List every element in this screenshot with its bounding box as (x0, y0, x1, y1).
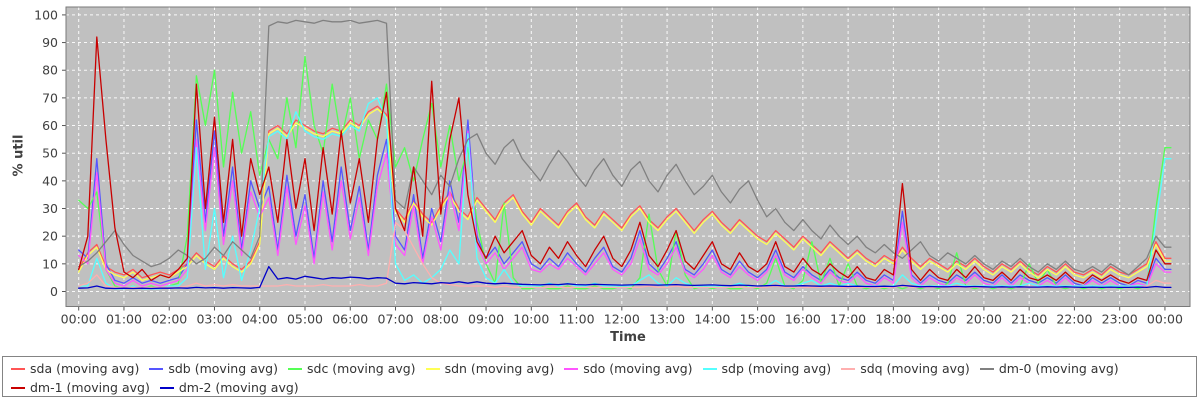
series-line-sdn (78, 108, 1172, 282)
x-tick-label-24: 00:00 (1147, 312, 1183, 327)
x-tick-label-14: 14:00 (694, 312, 730, 327)
series-line-dm-0 (78, 19, 1172, 276)
legend-label-sdb: sdb (moving avg) (168, 361, 278, 376)
series-line-dm-2 (78, 265, 1172, 290)
legend-swatch-sdo (564, 367, 579, 370)
x-tick-label-8: 08:00 (423, 312, 459, 327)
y-tick-label-0: 0 (50, 284, 58, 299)
x-tick-label-7: 07:00 (378, 312, 414, 327)
legend-swatch-sdp (702, 367, 717, 370)
plot-border (65, 6, 1191, 307)
y-tick-label-40: 40 (42, 173, 58, 188)
x-tick-label-18: 18:00 (875, 312, 911, 327)
x-tick-label-9: 09:00 (468, 312, 504, 327)
legend-swatch-dm-1 (11, 386, 25, 389)
legend-item-sdc: sdc (moving avg) (288, 359, 416, 378)
legend-swatch-dm-2 (159, 386, 174, 389)
x-tick-label-4: 04:00 (242, 312, 278, 327)
legend-item-dm-0: dm-0 (moving avg) (979, 359, 1119, 378)
x-tick-label-23: 23:00 (1102, 312, 1138, 327)
legend-swatch-sdb (149, 367, 164, 370)
legend-item-sdo: sdo (moving avg) (564, 359, 693, 378)
legend-label-sdc: sdc (moving avg) (307, 361, 416, 376)
plot-canvas: 0 10 20 30 40 50 60 70 80 90 100 00:00 01:00 02:00 03:… (34, 6, 1191, 327)
legend-item-sda: sda (moving avg) (11, 359, 139, 378)
y-tick-label-20: 20 (42, 229, 58, 244)
legend: sda (moving avg) sdb (moving avg) sdc (mov… (2, 356, 1197, 397)
x-tick-label-11: 11:00 (559, 312, 595, 327)
legend-label-sdq: sdq (moving avg) (860, 361, 970, 376)
legend-swatch-sdq (841, 367, 856, 370)
x-tick-label-19: 19:00 (921, 312, 957, 327)
legend-item-sdb: sdb (moving avg) (149, 359, 278, 378)
legend-item-dm-2: dm-2 (moving avg) (159, 378, 299, 397)
legend-label-sdn: sdn (moving avg) (444, 361, 555, 376)
series-line-dm-1 (78, 36, 1172, 284)
y-tick-label-100: 100 (34, 7, 58, 22)
legend-label-sda: sda (moving avg) (30, 361, 140, 376)
legend-label-sdp: sdp (moving avg) (721, 361, 832, 376)
legend-item-dm-1: dm-1 (moving avg) (11, 378, 150, 397)
legend-swatch-sdc (288, 367, 302, 370)
x-tick-label-3: 03:00 (196, 312, 232, 327)
x-tick-label-5: 05:00 (287, 312, 323, 327)
y-tick-label-60: 60 (42, 118, 58, 133)
legend-label-sdo: sdo (moving avg) (583, 361, 693, 376)
y-tick-label-80: 80 (42, 63, 58, 78)
legend-item-sdq: sdq (moving avg) (841, 359, 970, 378)
y-tick-label-10: 10 (42, 256, 58, 271)
legend-label-dm-2: dm-2 (moving avg) (178, 380, 299, 395)
y-tick-label-30: 30 (42, 201, 58, 216)
x-tick-label-10: 10:00 (513, 312, 549, 327)
tick-marks (62, 14, 1166, 311)
legend-item-sdp: sdp (moving avg) (702, 359, 832, 378)
series-lines (78, 19, 1172, 290)
x-axis-title: Time (610, 330, 646, 345)
x-tick-label-1: 01:00 (106, 312, 142, 327)
legend-label-dm-1: dm-1 (moving avg) (30, 380, 150, 395)
x-tick-label-2: 02:00 (151, 312, 187, 327)
y-tick-label-90: 90 (42, 35, 58, 50)
x-tick-label-12: 12:00 (604, 312, 640, 327)
legend-swatch-dm-0 (979, 367, 994, 370)
y-tick-label-70: 70 (42, 90, 58, 105)
tick-labels: 0 10 20 30 40 50 60 70 80 90 100 00:00 01:00 02:00 03:… (34, 7, 1183, 326)
x-tick-label-20: 20:00 (966, 312, 1002, 327)
x-tick-label-15: 15:00 (740, 312, 776, 327)
x-tick-label-0: 00:00 (61, 312, 97, 327)
y-tick-label-50: 50 (42, 146, 58, 161)
y-axis-title: % util (11, 134, 27, 177)
legend-swatch-sda (11, 367, 25, 370)
x-tick-label-22: 22:00 (1056, 312, 1092, 327)
x-tick-label-13: 13:00 (649, 312, 685, 327)
legend-swatch-sdn (425, 367, 440, 370)
x-tick-label-17: 17:00 (830, 312, 866, 327)
legend-item-sdn: sdn (moving avg) (425, 359, 555, 378)
legend-label-dm-0: dm-0 (moving avg) (998, 361, 1119, 376)
x-tick-label-16: 16:00 (785, 312, 821, 327)
x-tick-label-6: 06:00 (332, 312, 368, 327)
x-tick-label-21: 21:00 (1011, 312, 1047, 327)
